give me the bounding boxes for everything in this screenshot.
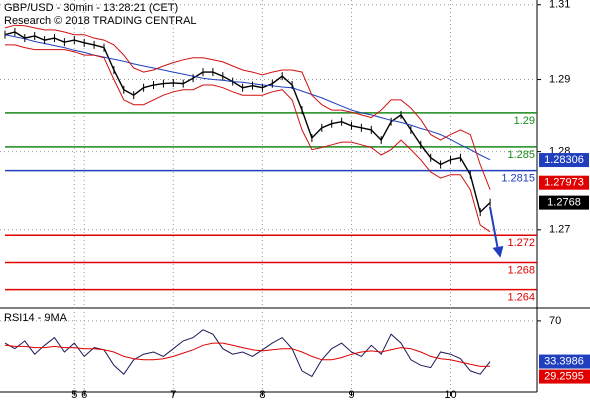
- rsi-tag-label: 29.2595: [544, 370, 584, 382]
- x-tick-label: 9: [348, 389, 354, 400]
- price-tag-label: 1.28306: [544, 154, 584, 166]
- level-label: 1.268: [507, 264, 535, 276]
- indicator-line: [4, 24, 491, 190]
- indicator-line: [5, 44, 491, 233]
- price-tag: [539, 195, 589, 210]
- rsi-line: [4, 329, 491, 378]
- rsi-tag-label: 33.3986: [544, 355, 584, 367]
- x-tick-label: 8: [259, 389, 265, 400]
- y-tick-label: 1.31: [549, 0, 570, 11]
- price-tag: [539, 175, 589, 190]
- rsi-tag: [539, 354, 590, 369]
- rsi-tag: [539, 369, 590, 384]
- level-label: 1.2815: [501, 173, 535, 185]
- forecast-arrowhead: [492, 246, 504, 258]
- rsi-line: [4, 342, 491, 367]
- x-tick-label: 5: [71, 389, 77, 400]
- y-tick-label: 70: [549, 315, 561, 327]
- forecast-arrow: [489, 206, 499, 251]
- chart-title: GBP/USD - 30min - 13:28:21 (CET): [4, 2, 178, 14]
- price-line: [4, 31, 491, 214]
- y-tick-label: 1.29: [549, 73, 570, 85]
- indicator-line: [4, 34, 491, 161]
- y-tick-label: 1.27: [549, 224, 570, 236]
- level-label: 1.264: [507, 292, 535, 304]
- rsi-title: RSI14 - 9MA: [4, 312, 68, 324]
- level-label: 1.272: [507, 237, 535, 249]
- x-tick-label: 7: [170, 389, 176, 400]
- x-tick-label: 6: [81, 389, 87, 400]
- level-label: 1.29: [514, 115, 535, 127]
- chart-subtitle: Research © 2018 TRADING CENTRAL: [4, 15, 197, 27]
- price-tag: [539, 153, 589, 168]
- price-tag-label: 1.2768: [547, 197, 581, 209]
- price-tag-label: 1.27973: [544, 177, 584, 189]
- x-tick-label: 10: [444, 389, 456, 400]
- level-label: 1.285: [507, 149, 535, 161]
